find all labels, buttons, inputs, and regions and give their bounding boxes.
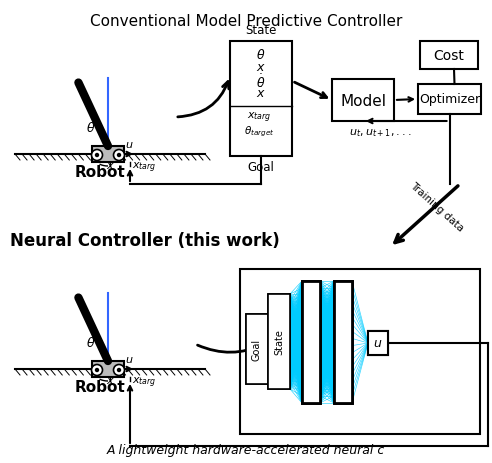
Text: $x_{targ}$: $x_{targ}$	[132, 160, 156, 175]
Bar	[302, 282, 320, 403]
Circle shape	[92, 150, 102, 161]
Text: $x$: $x$	[105, 161, 115, 171]
Circle shape	[95, 154, 98, 157]
Text: Robot: Robot	[75, 165, 126, 180]
Text: $\theta$: $\theta$	[86, 335, 95, 349]
Bar	[334, 282, 352, 403]
Text: $x$: $x$	[256, 61, 266, 74]
Text: $\theta_{target}$: $\theta_{target}$	[244, 125, 275, 139]
Text: $\theta$: $\theta$	[86, 121, 95, 135]
Text: $u$: $u$	[125, 140, 133, 150]
Bar	[302, 282, 320, 403]
Text: $\dot{x}$: $\dot{x}$	[256, 86, 266, 100]
Bar	[246, 314, 268, 384]
Bar	[230, 42, 292, 156]
Text: $\dot{\theta}$: $\dot{\theta}$	[256, 73, 266, 90]
Text: Goal: Goal	[252, 338, 262, 360]
Text: $u$: $u$	[373, 337, 383, 350]
Text: State: State	[274, 329, 284, 355]
Bar	[332, 80, 394, 122]
Text: $u_t,u_{t+1},...$: $u_t,u_{t+1},...$	[349, 127, 411, 138]
Bar	[368, 332, 388, 355]
Bar	[92, 361, 124, 377]
Text: Goal: Goal	[247, 161, 275, 174]
Circle shape	[114, 365, 124, 375]
Circle shape	[95, 369, 98, 372]
Text: $x$: $x$	[105, 375, 115, 385]
Bar	[240, 269, 480, 434]
Bar	[368, 332, 388, 355]
Circle shape	[118, 369, 121, 372]
Bar	[420, 42, 478, 70]
Circle shape	[114, 150, 124, 161]
Circle shape	[92, 365, 102, 375]
Circle shape	[118, 154, 121, 157]
Text: $u$: $u$	[373, 337, 383, 350]
Text: State: State	[246, 24, 277, 37]
Bar	[334, 282, 352, 403]
Bar	[246, 314, 268, 384]
Bar	[92, 147, 124, 163]
Text: $u$: $u$	[125, 354, 133, 364]
Text: Neural Controller (this work): Neural Controller (this work)	[10, 232, 280, 250]
Text: Model: Model	[340, 94, 386, 108]
Text: A lightweight hardware-accelerated neural c: A lightweight hardware-accelerated neura…	[107, 443, 385, 456]
Bar	[418, 85, 481, 115]
Text: Conventional Model Predictive Controller: Conventional Model Predictive Controller	[90, 14, 402, 29]
Text: Cost: Cost	[433, 49, 464, 63]
Text: $x_{targ}$: $x_{targ}$	[132, 375, 156, 389]
Text: $x_{targ}$: $x_{targ}$	[247, 111, 271, 125]
Bar	[268, 294, 290, 389]
Text: Goal: Goal	[252, 338, 262, 360]
Text: Robot: Robot	[75, 379, 126, 394]
Text: Training data: Training data	[408, 180, 465, 233]
Text: $\theta$: $\theta$	[256, 48, 266, 62]
Text: Optimizer: Optimizer	[419, 94, 480, 106]
Text: State: State	[274, 329, 284, 355]
Bar	[268, 294, 290, 389]
